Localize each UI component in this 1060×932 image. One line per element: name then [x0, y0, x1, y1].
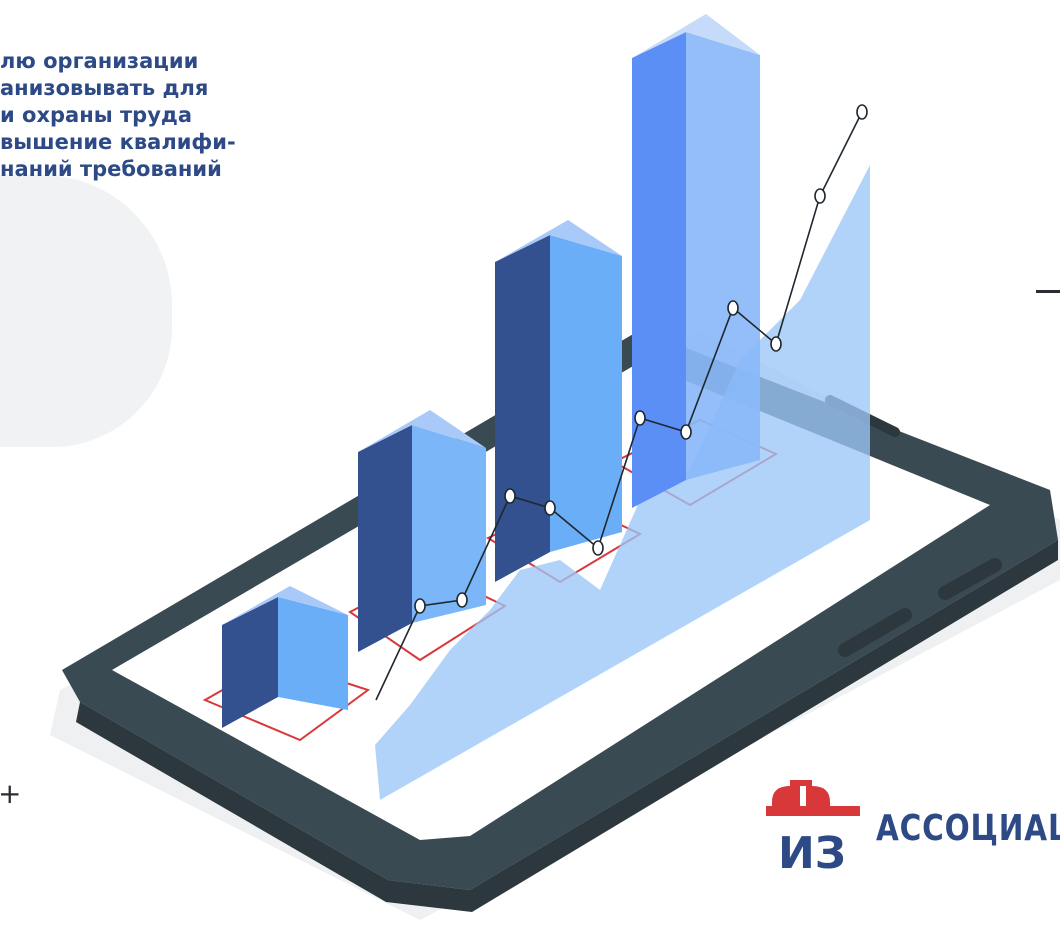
- line-point: [727, 300, 739, 316]
- logo-emblem-letters: ИЗ: [778, 828, 846, 879]
- line-markers: [414, 104, 868, 614]
- line-point: [592, 540, 604, 556]
- bar-1: [222, 586, 348, 728]
- logo-text: АССОЦИАЦ: [876, 808, 1060, 849]
- line-point: [504, 488, 516, 504]
- area-series: [375, 165, 870, 800]
- intro-text: лю организации анизовывать для и охраны …: [0, 49, 236, 181]
- phone-side-button: [938, 558, 1002, 600]
- dash-mark: [1036, 290, 1060, 293]
- phone-edge: [76, 540, 1058, 912]
- bar-4: [632, 14, 760, 508]
- line-point: [856, 104, 868, 120]
- phone-side-button: [838, 608, 912, 657]
- bar-2: [358, 410, 486, 652]
- logo-emblem-icon: ИЗ: [766, 780, 860, 879]
- line-point: [414, 598, 426, 614]
- line-point: [456, 592, 468, 608]
- line-point: [544, 500, 556, 516]
- bar-3: [495, 220, 622, 582]
- line-point: [634, 410, 646, 426]
- line-point: [770, 336, 782, 352]
- line-point: [680, 424, 692, 440]
- line-series: [375, 111, 863, 701]
- plus-mark: +: [0, 777, 22, 810]
- line-point: [814, 188, 826, 204]
